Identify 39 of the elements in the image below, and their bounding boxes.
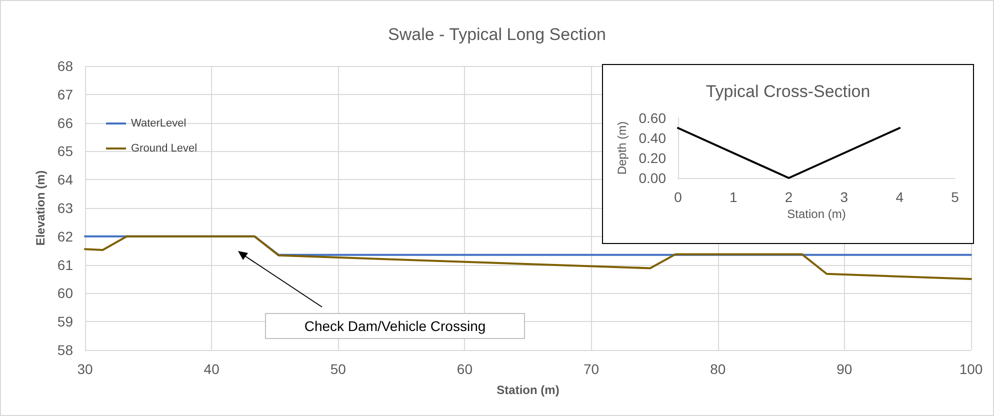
y-axis-title: Depth (m) — [614, 121, 629, 175]
x-tick-label: 70 — [583, 361, 600, 377]
legend-label: Ground Level — [131, 142, 198, 154]
x-tick-label: 2 — [784, 189, 793, 205]
x-tick-label: 4 — [896, 189, 904, 205]
chart-title: Swale - Typical Long Section — [388, 25, 606, 44]
x-axis-title: Station (m) — [787, 207, 846, 221]
x-tick-label: 40 — [204, 361, 220, 377]
x-axis-title: Station (m) — [496, 383, 560, 397]
y-tick-label: 63 — [57, 200, 74, 216]
x-tick-label: 5 — [951, 189, 960, 205]
y-tick-label: 60 — [57, 285, 74, 302]
y-tick-label: 0.40 — [638, 130, 666, 146]
y-tick-label: 0.00 — [638, 170, 666, 186]
chart-title: Typical Cross-Section — [706, 82, 870, 101]
line-series — [84, 235, 972, 280]
y-tick-label: 62 — [57, 228, 74, 244]
x-tick-label: 100 — [959, 361, 983, 377]
x-tick-label: 30 — [77, 361, 93, 377]
x-tick-label: 60 — [456, 361, 473, 377]
y-tick-label: 58 — [57, 342, 74, 358]
x-tick-label: 50 — [330, 361, 346, 377]
y-tick-label: 65 — [57, 143, 74, 160]
y-tick-label: 59 — [57, 314, 74, 330]
x-tick-label: 80 — [710, 361, 726, 377]
y-tick-label: 68 — [57, 58, 74, 74]
y-tick-label: 66 — [57, 114, 74, 131]
y-tick-label: 67 — [57, 86, 74, 102]
y-tick-label: 61 — [57, 256, 74, 273]
x-tick-label: 3 — [840, 189, 848, 205]
callout-box: Check Dam/Vehicle Crossing — [265, 313, 525, 339]
y-tick-label: 0.60 — [638, 110, 666, 126]
legend-label: WaterLevel — [131, 118, 186, 130]
x-tick-label: 90 — [836, 361, 852, 377]
y-tick-label: 64 — [57, 172, 74, 188]
y-axis-title: Elevation (m) — [34, 170, 48, 246]
y-tick-label: 0.20 — [638, 150, 666, 166]
x-tick-label: 1 — [730, 189, 738, 205]
x-tick-label: 0 — [674, 189, 682, 205]
